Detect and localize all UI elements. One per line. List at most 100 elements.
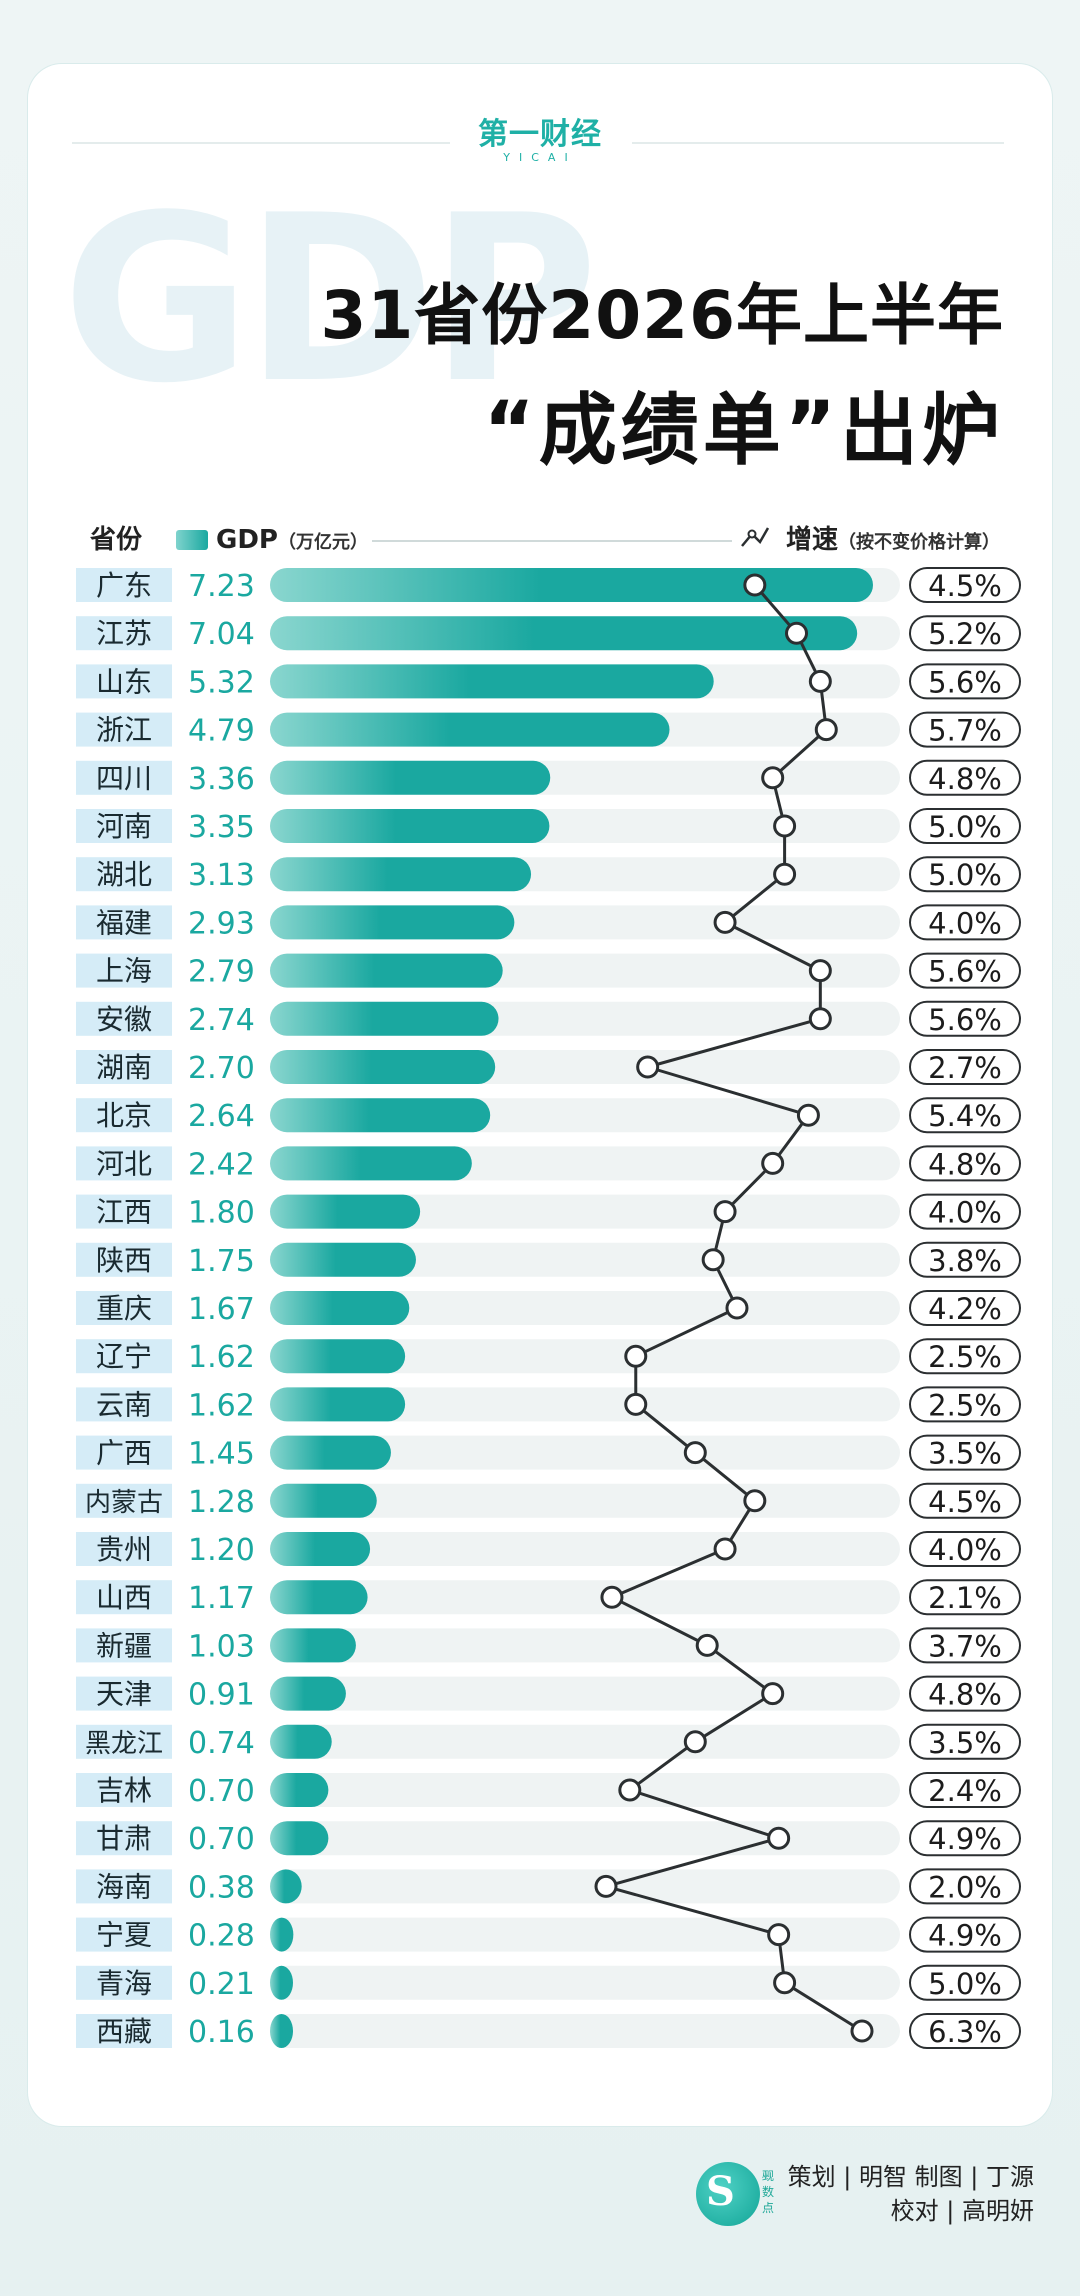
gdp-value-label: 1.17 [188, 1581, 255, 1616]
gdp-value-label: 7.04 [188, 617, 255, 652]
header-gdp: GDP（万亿元） [216, 520, 368, 560]
province-label-bg [76, 953, 172, 988]
gdp-value-label: 1.67 [188, 1292, 255, 1327]
province-label: 云南 [96, 1388, 152, 1421]
growth-value-label: 5.0% [928, 810, 1002, 844]
gdp-bar [270, 712, 670, 747]
growth-value-label: 4.0% [928, 906, 1002, 940]
growth-pill [909, 1193, 1021, 1230]
growth-point [600, 1585, 624, 1609]
gdp-bar [270, 1965, 293, 2000]
growth-pill [909, 711, 1021, 748]
header-speed-note: （按不变价格计算） [838, 532, 1001, 553]
growth-pill [909, 1916, 1021, 1953]
province-label: 海南 [96, 1870, 152, 1903]
growth-point [636, 1055, 660, 1079]
gdp-bar [270, 1146, 472, 1181]
title-line-1: 31省份2026年上半年 [320, 277, 1004, 354]
province-label-bg [76, 664, 172, 699]
growth-pill [909, 1579, 1021, 1616]
province-label: 河南 [96, 810, 152, 843]
growth-pill [909, 952, 1021, 989]
logo-brand: 第一财经 [478, 117, 602, 152]
province-label: 河北 [96, 1147, 152, 1180]
gdp-value-label: 7.23 [188, 569, 255, 604]
growth-value-label: 4.0% [928, 1196, 1002, 1230]
province-label: 天津 [96, 1678, 152, 1711]
gdp-value-label: 2.93 [188, 906, 255, 941]
gdp-bar [270, 1869, 302, 1904]
growth-value-label: 3.7% [928, 1629, 1002, 1663]
growth-pill [909, 1820, 1021, 1857]
growth-pill [909, 1000, 1021, 1037]
header-gdp-label: GDP [216, 525, 278, 555]
growth-pill [909, 904, 1021, 941]
province-label-bg [76, 857, 172, 892]
row-track [270, 1869, 900, 1904]
province-label: 青海 [96, 1967, 152, 2000]
growth-pill [909, 1868, 1021, 1905]
header-divider [372, 540, 732, 542]
growth-pill [909, 1290, 1021, 1326]
growth-value-label: 4.9% [928, 1919, 1002, 1953]
growth-value-label: 3.5% [928, 1726, 1002, 1760]
row-track [270, 1965, 900, 2000]
logo-divider-left [72, 142, 450, 144]
province-label-bg [76, 1387, 172, 1422]
growth-pill [909, 1338, 1021, 1375]
province-label-bg [76, 1242, 172, 1277]
gdp-value-label: 0.16 [188, 2015, 255, 2050]
gdp-bar [270, 905, 515, 940]
gdp-bar [270, 1724, 332, 1759]
growth-point [814, 718, 838, 742]
growth-pill [909, 663, 1021, 700]
province-label: 广西 [96, 1437, 152, 1470]
gdp-value-label: 4.79 [188, 714, 255, 749]
growth-value-label: 3.8% [928, 1244, 1002, 1278]
growth-value-label: 5.0% [928, 858, 1002, 892]
province-label: 吉林 [96, 1774, 152, 1807]
growth-point [773, 862, 797, 886]
gdp-bar [270, 1194, 421, 1229]
province-label: 陕西 [96, 1244, 152, 1277]
growth-point [713, 910, 737, 934]
gdp-value-label: 1.80 [188, 1196, 255, 1231]
province-label-bg [76, 1628, 172, 1663]
growth-point [761, 1682, 785, 1706]
gdp-bar [270, 1291, 410, 1325]
province-label-bg [76, 1869, 172, 1904]
gdp-value-label: 0.70 [188, 1774, 255, 1809]
gdp-bar [270, 1628, 356, 1663]
province-label-bg [76, 809, 172, 843]
growth-pill [909, 1964, 1021, 2001]
gdp-bar [270, 2014, 293, 2048]
growth-pill [909, 1386, 1021, 1423]
growth-point [743, 1489, 767, 1513]
growth-value-label: 4.8% [928, 1678, 1002, 1712]
growth-value-label: 2.0% [928, 1870, 1002, 1904]
gdp-bar [270, 1580, 368, 1615]
province-label-bg [76, 568, 172, 602]
growth-pill [909, 1675, 1021, 1712]
gdp-value-label: 0.91 [188, 1678, 255, 1713]
growth-pill [909, 1049, 1021, 1085]
growth-pill [909, 1241, 1021, 1278]
gdp-bar [270, 809, 550, 843]
province-label: 甘肃 [96, 1822, 152, 1855]
gdp-value-label: 3.13 [188, 858, 255, 893]
growth-point [701, 1248, 725, 1272]
gdp-bar [270, 1050, 496, 1084]
growth-point [683, 1441, 707, 1465]
province-label-bg [76, 1001, 172, 1036]
province-label-bg [76, 760, 172, 795]
row-track [270, 1773, 900, 1807]
gdp-bar [270, 1339, 406, 1374]
growth-pill [909, 808, 1021, 844]
row-track [270, 1676, 900, 1711]
province-label-bg [76, 1821, 172, 1856]
growth-value-label: 4.2% [928, 1292, 1002, 1326]
province-label: 浙江 [96, 714, 152, 747]
yicai-logo: 第一财经 YICAI [478, 118, 602, 168]
growth-value-label: 5.6% [928, 1003, 1002, 1037]
province-label-bg [76, 1050, 172, 1084]
